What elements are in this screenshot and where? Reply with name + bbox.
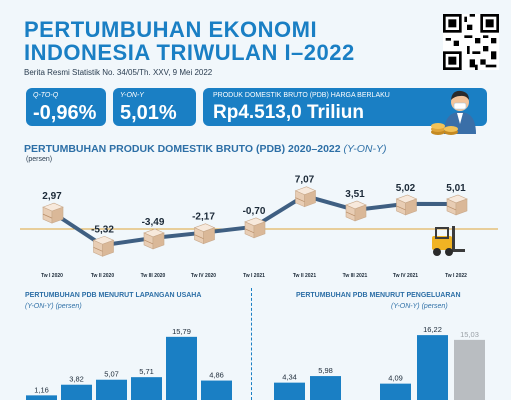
bar: [274, 382, 305, 400]
data-point-box: [345, 200, 367, 222]
stat-box-qtoq: Q-TO-Q -0,96%: [26, 88, 106, 126]
main-chart-title: PERTUMBUHAN PRODUK DOMESTIK BRUTO (PDB) …: [24, 143, 387, 155]
right-chart-subtitle: (Y-ON-Y) (persen): [391, 303, 448, 310]
expenditure-bar-chart: 4,34 5,98 4,09 16,22 15,03: [274, 325, 485, 400]
pdb-growth-line-chart: Tw I 2020 Tw II 2020 Tw III 2020 Tw IV 2020…: [20, 175, 498, 279]
x-tick-label: Tw IV 2020: [191, 273, 216, 279]
x-tick-label: Tw III 2021: [343, 273, 368, 279]
bar-value-label: 5,98: [318, 366, 333, 375]
stat-yony-label: Y-ON-Y: [120, 92, 144, 99]
x-tick-label: Tw II 2020: [91, 273, 114, 279]
data-point-box: [143, 228, 165, 250]
bar-value-label: 16,22: [423, 325, 442, 334]
bar: [96, 379, 127, 400]
data-point-box: [294, 186, 317, 208]
coins-icon: [431, 123, 458, 135]
data-point-box: [446, 194, 468, 216]
bar: [417, 335, 448, 400]
page-title-line2: INDONESIA TRIWULAN I–2022: [24, 40, 355, 65]
bar: [201, 380, 232, 400]
data-value-label: -5,32: [91, 224, 114, 235]
x-tick-label: Tw III 2020: [141, 273, 166, 279]
stat-yony-value: 5,01%: [120, 102, 177, 124]
qr-code-icon[interactable]: [443, 14, 499, 70]
bar-value-label: 4,34: [282, 373, 297, 382]
bar-value-label: 5,71: [139, 367, 154, 376]
data-value-label: 2,97: [42, 191, 62, 202]
x-tick-label: Tw IV 2021: [393, 273, 418, 279]
bar-value-label: 5,07: [104, 370, 119, 379]
data-value-label: 3,51: [345, 189, 365, 200]
data-point-box: [42, 202, 64, 224]
page-subtitle: Berita Resmi Statistik No. 34/05/Th. XXV…: [24, 68, 213, 77]
stat-qtoq-value: -0,96%: [33, 102, 97, 124]
bar: [166, 336, 197, 400]
page-title-line1: PERTUMBUHAN EKONOMI: [24, 17, 318, 42]
bar-value-label: 15,79: [172, 327, 191, 336]
bar: [26, 395, 57, 400]
data-point-box: [395, 194, 418, 216]
data-point-box: [92, 235, 115, 257]
bar-value-label: 1,16: [34, 385, 49, 394]
main-chart-title-suffix: (Y-ON-Y): [343, 143, 387, 155]
bar-value-label: 4,86: [209, 371, 224, 380]
section-divider: [251, 288, 252, 400]
data-value-label: 5,02: [396, 183, 416, 194]
data-point-box: [193, 223, 216, 245]
x-tick-label: Tw I 2022: [445, 273, 467, 279]
x-tick-label: Tw I 2021: [243, 273, 265, 279]
mascot-icon: [444, 90, 476, 134]
bar-value-label: 15,03: [460, 330, 479, 339]
bar-value-label: 4,09: [388, 374, 403, 383]
bar-value-label: 3,82: [69, 375, 84, 384]
forklift-icon: [432, 226, 465, 256]
bar: [454, 339, 485, 400]
main-chart-title-text: PERTUMBUHAN PRODUK DOMESTIK BRUTO (PDB) …: [24, 143, 341, 155]
bar: [310, 376, 341, 400]
main-chart-unit: (persen): [26, 156, 53, 163]
stat-qtoq-label: Q-TO-Q: [33, 92, 59, 99]
x-tick-label: Tw I 2020: [41, 273, 63, 279]
bar: [61, 384, 92, 400]
sector-bar-chart: 1,16 3,82 5,07 5,71 15,79 4,86: [26, 327, 232, 400]
data-point-box: [244, 217, 266, 239]
x-tick-label: Tw II 2021: [293, 273, 316, 279]
left-chart-title: PERTUMBUHAN PDB MENURUT LAPANGAN USAHA: [25, 292, 202, 299]
data-value-label: 5,01: [446, 183, 466, 194]
stat-box-pdb: PRODUK DOMESTIK BRUTO (PDB) HARGA BERLAK…: [203, 88, 487, 126]
bar: [131, 377, 162, 400]
stat-pdb-value: Rp4.513,0 Triliun: [213, 102, 364, 123]
stat-pdb-label: PRODUK DOMESTIK BRUTO (PDB) HARGA BERLAK…: [213, 92, 390, 99]
bar: [380, 383, 411, 400]
stat-box-yony: Y-ON-Y 5,01%: [113, 88, 196, 126]
data-value-label: -3,49: [142, 217, 165, 228]
data-value-label: -0,70: [243, 206, 266, 217]
left-chart-subtitle: (Y-ON-Y) (persen): [25, 303, 82, 310]
data-value-label: 7,07: [295, 175, 315, 186]
right-chart-title: PERTUMBUHAN PDB MENURUT PENGELUARAN: [296, 292, 461, 299]
data-value-label: -2,17: [192, 212, 215, 223]
